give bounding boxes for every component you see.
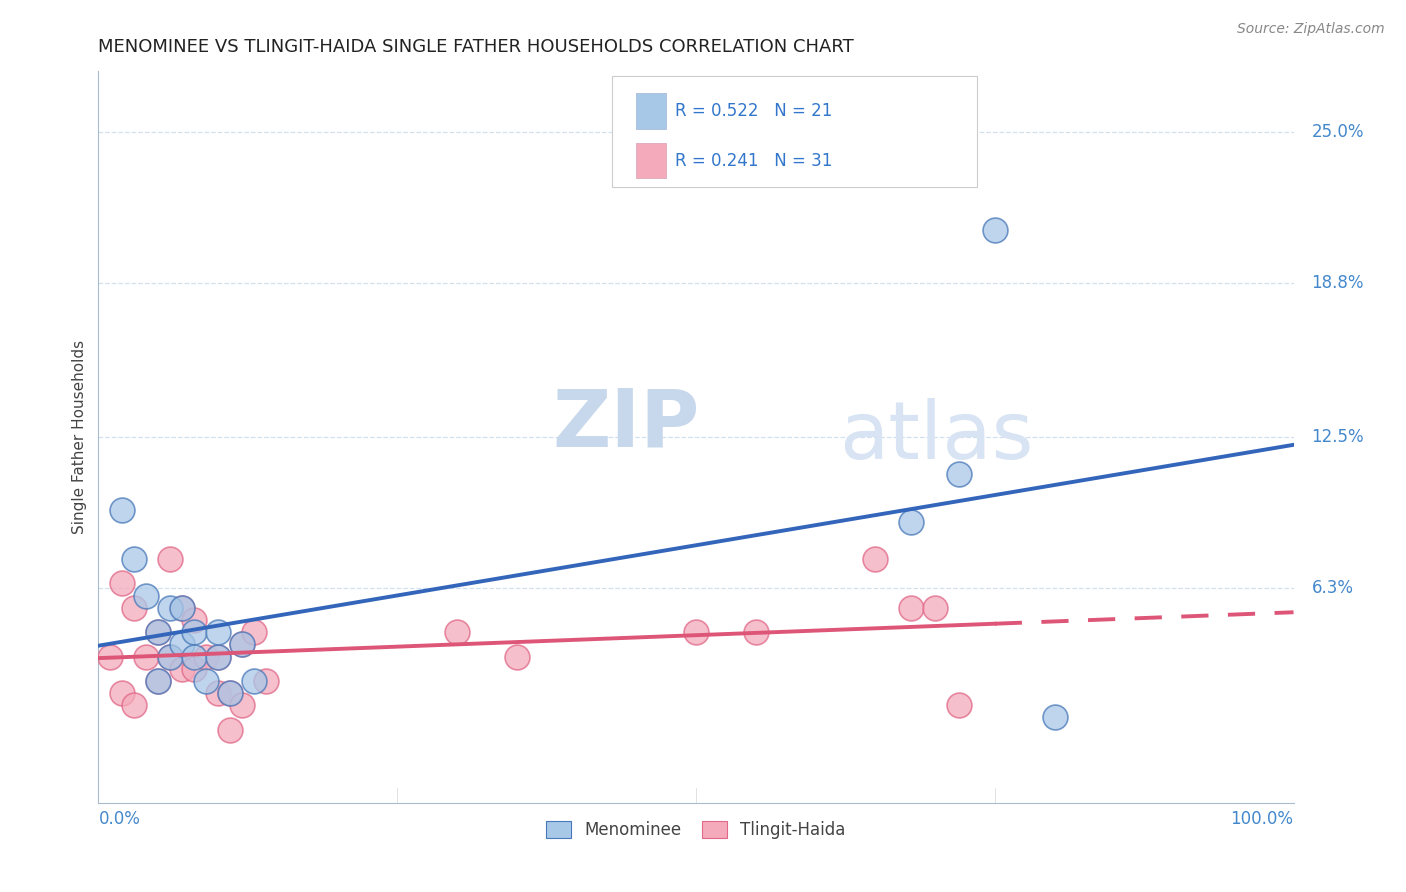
Point xyxy=(172,637,194,651)
Point xyxy=(1043,710,1066,724)
Text: 12.5%: 12.5% xyxy=(1312,428,1364,446)
Point xyxy=(148,673,170,688)
Point xyxy=(124,552,146,566)
Point xyxy=(111,503,134,517)
Point xyxy=(183,649,205,664)
Point xyxy=(195,649,218,664)
Point xyxy=(148,625,170,640)
Point xyxy=(231,698,253,713)
Legend: Menominee, Tlingit-Haida: Menominee, Tlingit-Haida xyxy=(540,814,852,846)
Point xyxy=(243,673,266,688)
Point xyxy=(159,552,181,566)
Point xyxy=(172,662,194,676)
Point xyxy=(506,649,529,664)
Point xyxy=(159,649,181,664)
Point xyxy=(159,600,181,615)
Point xyxy=(948,467,970,481)
Point xyxy=(231,637,253,651)
Point xyxy=(219,686,242,700)
Point xyxy=(135,649,157,664)
Text: R = 0.522   N = 21: R = 0.522 N = 21 xyxy=(675,103,832,120)
Point xyxy=(900,600,922,615)
Point xyxy=(243,625,266,640)
Point xyxy=(207,686,229,700)
Point xyxy=(195,673,218,688)
Point xyxy=(159,649,181,664)
Text: R = 0.241   N = 31: R = 0.241 N = 31 xyxy=(675,152,832,169)
Point xyxy=(900,516,922,530)
Text: atlas: atlas xyxy=(839,398,1033,476)
Point xyxy=(231,637,253,651)
Text: MENOMINEE VS TLINGIT-HAIDA SINGLE FATHER HOUSEHOLDS CORRELATION CHART: MENOMINEE VS TLINGIT-HAIDA SINGLE FATHER… xyxy=(98,38,855,56)
Text: Source: ZipAtlas.com: Source: ZipAtlas.com xyxy=(1237,22,1385,37)
Point xyxy=(924,600,946,615)
Point xyxy=(219,686,242,700)
Point xyxy=(124,698,146,713)
Point xyxy=(183,662,205,676)
Text: 25.0%: 25.0% xyxy=(1312,123,1364,141)
Point xyxy=(124,600,146,615)
Point xyxy=(183,625,205,640)
Text: 0.0%: 0.0% xyxy=(98,810,141,828)
Point xyxy=(135,589,157,603)
Point xyxy=(111,576,134,591)
Point xyxy=(207,625,229,640)
Text: 6.3%: 6.3% xyxy=(1312,579,1354,598)
Point xyxy=(219,723,242,737)
Point xyxy=(446,625,468,640)
Point xyxy=(98,649,122,664)
Point xyxy=(111,686,134,700)
Point xyxy=(148,625,170,640)
Point xyxy=(183,613,205,627)
Point xyxy=(172,600,194,615)
Point xyxy=(207,649,229,664)
Y-axis label: Single Father Households: Single Father Households xyxy=(72,340,87,534)
Point xyxy=(865,552,887,566)
Point xyxy=(207,649,229,664)
Point xyxy=(254,673,277,688)
Text: 100.0%: 100.0% xyxy=(1230,810,1294,828)
Point xyxy=(685,625,707,640)
Point xyxy=(984,223,1007,237)
Point xyxy=(745,625,768,640)
Point xyxy=(948,698,970,713)
Point xyxy=(172,600,194,615)
Text: 18.8%: 18.8% xyxy=(1312,275,1364,293)
Point xyxy=(148,673,170,688)
Text: ZIP: ZIP xyxy=(553,386,700,464)
